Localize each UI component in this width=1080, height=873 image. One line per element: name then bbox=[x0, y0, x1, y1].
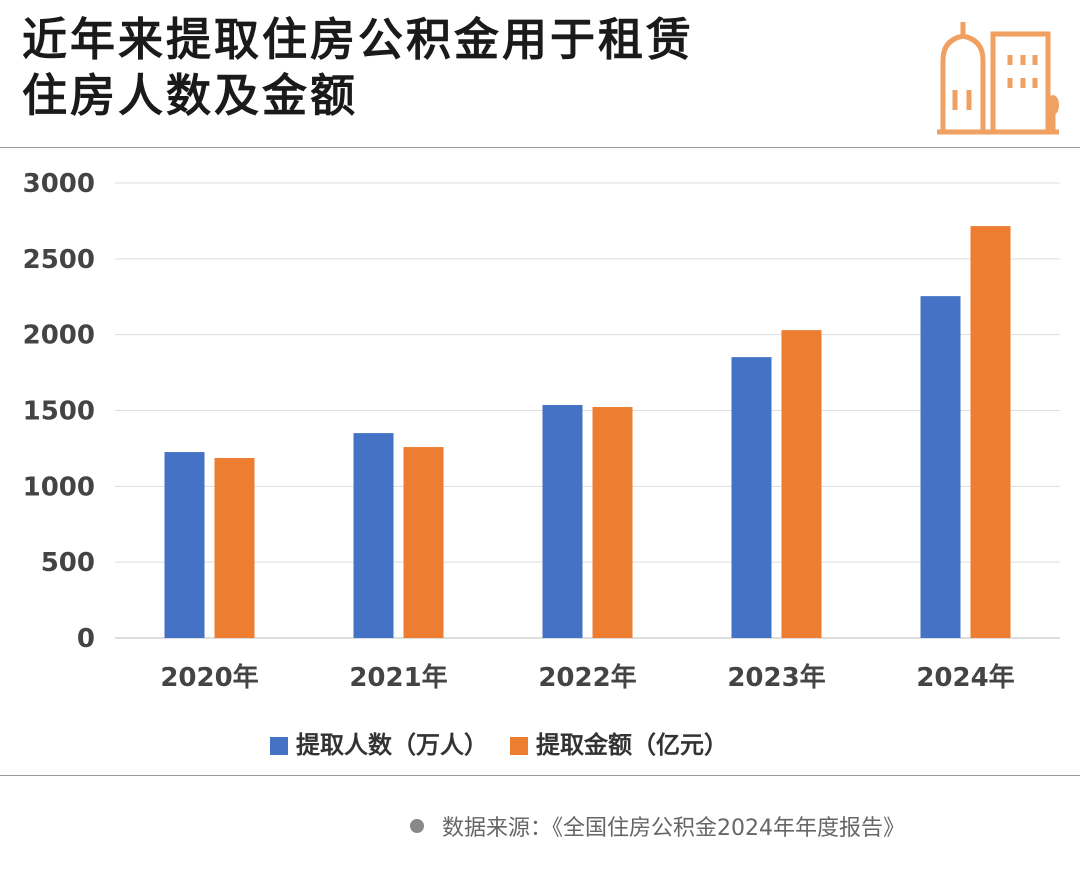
source-note: 数据来源：《全国住房公积金2024年年度报告》 bbox=[410, 810, 905, 842]
x-tick-label: 2022年 bbox=[538, 662, 636, 693]
bar-people bbox=[353, 433, 394, 638]
divider-bottom bbox=[0, 775, 1080, 776]
bar-amount bbox=[214, 457, 255, 638]
x-tick-label: 2024年 bbox=[916, 662, 1014, 693]
legend: 提取人数（万人） 提取金额（亿元） bbox=[270, 725, 728, 760]
y-tick-label: 2500 bbox=[23, 245, 95, 275]
y-tick-label: 1500 bbox=[23, 397, 95, 427]
y-tick-label: 500 bbox=[41, 548, 95, 578]
y-tick-label: 3000 bbox=[23, 169, 95, 199]
bar-people bbox=[164, 452, 205, 638]
bar-amount bbox=[403, 447, 444, 638]
bar-amount bbox=[781, 330, 822, 638]
bar-people bbox=[542, 405, 583, 638]
bar-people bbox=[920, 296, 961, 638]
y-tick-label: 0 bbox=[77, 624, 95, 654]
legend-item-2: 提取金额（亿元） bbox=[510, 725, 728, 760]
legend-swatch-2 bbox=[510, 737, 528, 755]
bar-amount bbox=[970, 226, 1011, 638]
title-line-2: 住房人数及金额 bbox=[22, 69, 359, 122]
source-text: 数据来源：《全国住房公积金2024年年度报告》 bbox=[442, 816, 905, 841]
legend-swatch-1 bbox=[270, 737, 288, 755]
y-tick-label: 1000 bbox=[23, 472, 95, 502]
bullet-icon bbox=[410, 819, 424, 833]
bar-chart: 0 500 1000 1500 2000 2500 3000 2020年 2021年 2022年 2… bbox=[23, 169, 1060, 693]
chart-title: 近年来提取住房公积金用于租赁 住房人数及金额 bbox=[22, 12, 694, 124]
x-tick-label: 2020年 bbox=[160, 662, 258, 693]
building-icon bbox=[937, 22, 1059, 135]
bar-amount bbox=[592, 407, 633, 638]
title-line-1: 近年来提取住房公积金用于租赁 bbox=[22, 13, 695, 66]
x-tick-label: 2021年 bbox=[349, 662, 447, 693]
legend-label-2: 提取金额（亿元） bbox=[536, 731, 728, 759]
divider-top bbox=[0, 147, 1080, 148]
legend-label-1: 提取人数（万人） bbox=[296, 731, 488, 759]
x-tick-label: 2023年 bbox=[727, 662, 825, 693]
legend-item-1: 提取人数（万人） bbox=[270, 725, 488, 760]
y-tick-label: 2000 bbox=[23, 321, 95, 351]
bar-people bbox=[731, 357, 772, 638]
